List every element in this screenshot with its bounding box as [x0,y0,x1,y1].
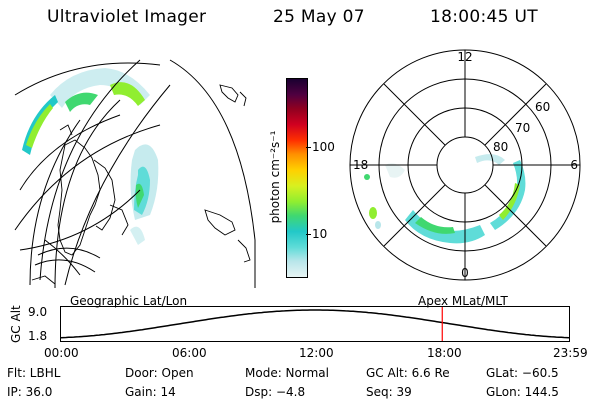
timeline-y-label: GC Alt [9,305,23,343]
colorbar-tick-10: 10 [312,227,328,241]
gain-info: Gain: 14 [125,385,176,399]
timeline-x-tick-2: 12:00 [299,346,334,360]
time-label: 18:00:45 UT [430,7,538,27]
seq-info: Seq: 39 [366,385,412,399]
aurora-emission-left [22,68,159,245]
mlt-label-6: 6 [570,158,578,172]
timeline-y-tick-min: 1.8 [28,329,48,343]
altitude-curve [60,309,570,339]
aurora-emission-polar [364,154,526,244]
colorbar-tickmark-100 [306,147,311,148]
dsp-info: Dsp: −4.8 [245,385,306,399]
apex-projection-label: Apex MLat/MLT [418,294,508,308]
timeline-x-tick-1: 06:00 [172,346,207,360]
mlt-label-12: 12 [457,50,472,64]
map-grid-lines [14,59,256,288]
timeline-x-tick-0: 00:00 [44,346,79,360]
glon-info: GLon: 144.5 [486,385,559,399]
timeline-x-tick-3: 18:00 [427,346,462,360]
mlt-label-0: 0 [461,266,469,280]
coastline [31,84,251,285]
mlat-label-70: 70 [515,121,530,135]
instrument-title: Ultraviolet Imager [47,7,207,27]
mlt-label-18: 18 [353,158,368,172]
colorbar [286,78,308,278]
colorbar-unit-label: photon cm⁻²s⁻¹ [268,130,282,224]
ip-info: IP: 36.0 [7,385,53,399]
mlat-label-60: 60 [535,100,550,114]
glat-info: GLat: −60.5 [486,366,559,380]
polar-plot: 12 6 0 18 60 70 80 [349,49,581,281]
mlat-label-80: 80 [493,140,508,154]
mode-info: Mode: Normal [245,366,329,380]
geographic-projection-label: Geographic Lat/Lon [70,294,188,308]
orbit-timeline [60,306,570,342]
filter-info: Flt: LBHL [7,366,61,380]
gc-alt-info: GC Alt: 6.6 Re [366,366,450,380]
geographic-map [14,59,256,288]
colorbar-tickmark-10 [306,234,311,235]
timeline-y-tick-max: 9.0 [28,305,48,319]
date-label: 25 May 07 [273,7,365,27]
polar-grid [349,49,581,281]
colorbar-tick-100: 100 [312,140,335,154]
door-info: Door: Open [125,366,194,380]
timeline-x-tick-4: 23:59 [553,346,588,360]
